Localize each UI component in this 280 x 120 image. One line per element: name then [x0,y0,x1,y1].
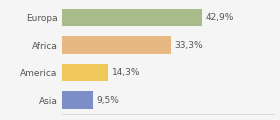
Bar [62,91,93,109]
Bar [62,36,171,54]
Text: 42,9%: 42,9% [205,13,234,22]
Bar [62,9,202,27]
Text: 14,3%: 14,3% [112,68,140,77]
Text: 33,3%: 33,3% [174,41,202,50]
Text: 9,5%: 9,5% [96,96,119,105]
Bar [62,64,108,81]
